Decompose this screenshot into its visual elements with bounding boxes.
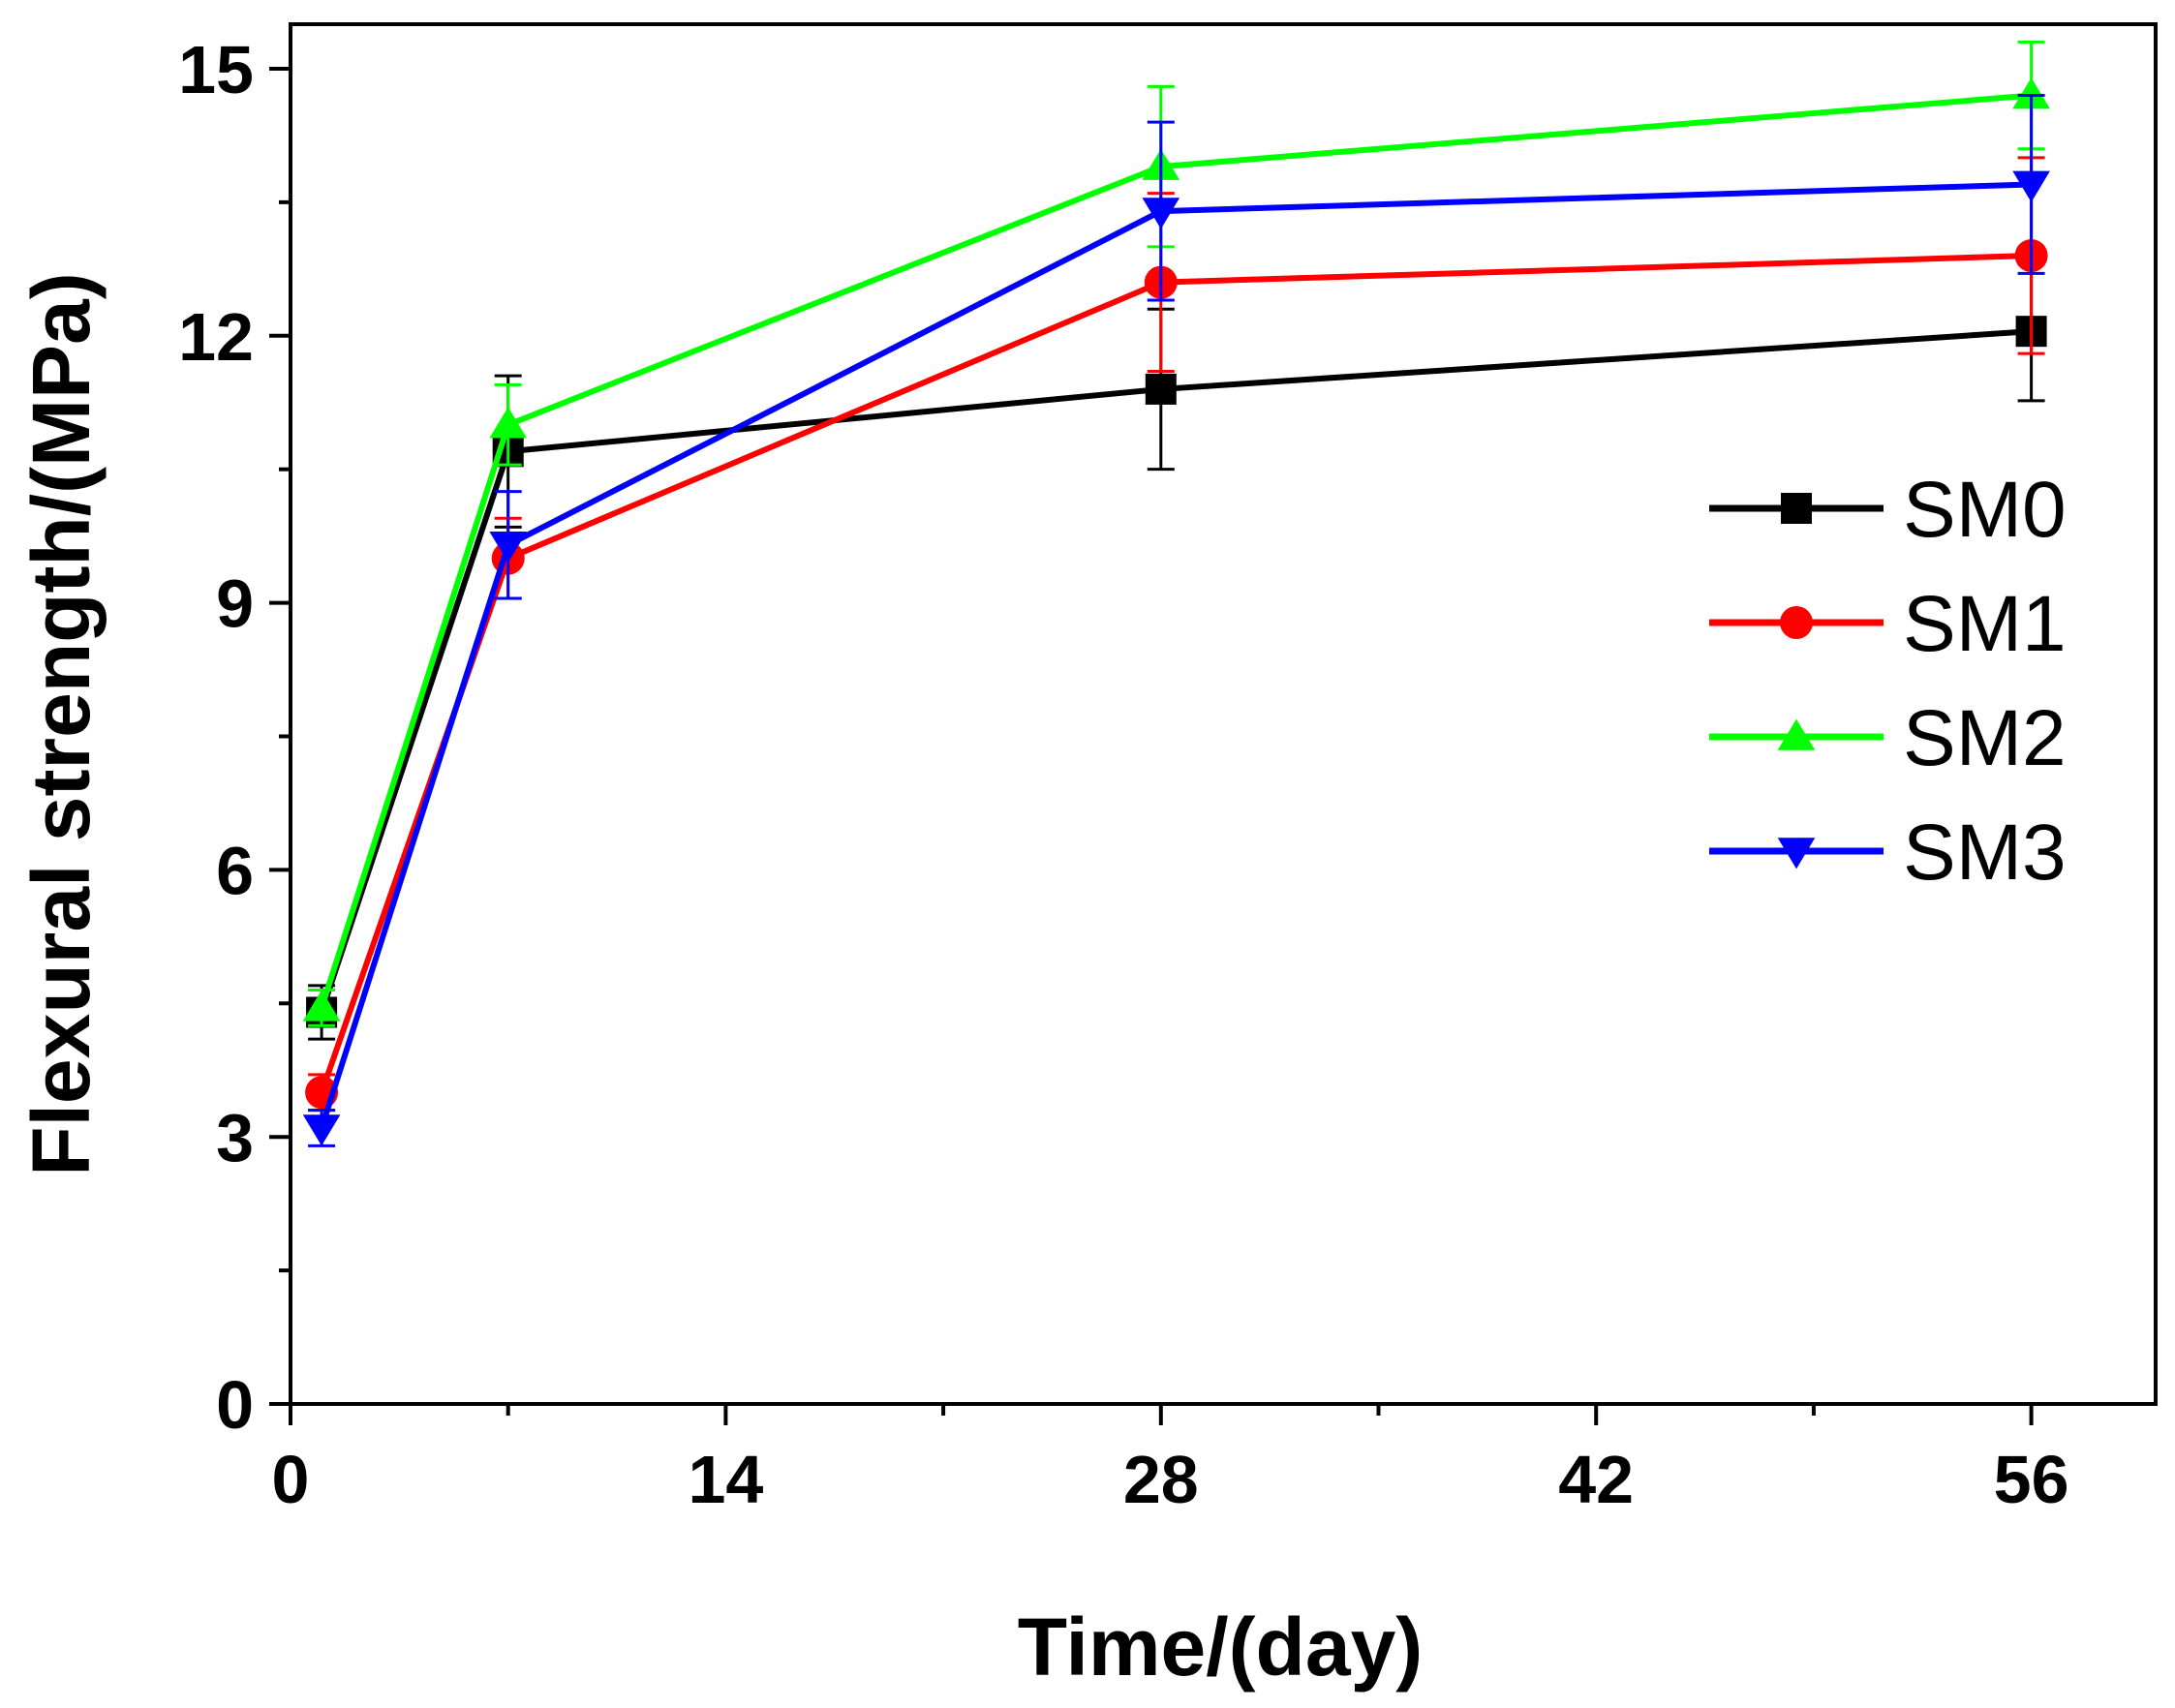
data-point <box>1142 198 1180 229</box>
y-tick-label: 12 <box>178 299 254 375</box>
series-sm0 <box>306 259 2047 1041</box>
data-point <box>302 990 341 1022</box>
series-layer <box>302 40 2050 1147</box>
data-point <box>302 1114 341 1146</box>
series-line <box>319 181 2032 1129</box>
legend-marker <box>1777 838 1816 869</box>
data-point <box>489 532 528 564</box>
legend-item-sm1: SM1 <box>1709 580 2067 668</box>
x-tick-label: 56 <box>1994 1442 2069 1517</box>
legend-item-sm0: SM0 <box>1709 466 2067 554</box>
legend-item-sm2: SM2 <box>1709 694 2067 782</box>
series-line <box>319 92 2032 1009</box>
legend: SM0 SM1 SM2 SM3 <box>1709 466 2067 897</box>
legend-label: SM3 <box>1903 808 2067 897</box>
x-tick-label: 42 <box>1558 1442 1634 1517</box>
legend-item-sm3: SM3 <box>1709 808 2067 897</box>
legend-label: SM1 <box>1903 580 2067 668</box>
y-tick-label: 0 <box>216 1367 254 1443</box>
x-tick-label: 14 <box>688 1442 763 1517</box>
y-tick-label: 3 <box>216 1100 254 1175</box>
y-tick-label: 15 <box>178 32 254 107</box>
series-line <box>319 253 2032 1094</box>
x-tick-label: 28 <box>1123 1442 1199 1517</box>
legend-label: SM2 <box>1903 694 2067 782</box>
data-point <box>2012 77 2050 109</box>
legend-marker <box>1781 493 1812 524</box>
data-point <box>2012 170 2050 202</box>
legend-marker <box>1780 606 1813 639</box>
y-axis-title: Flexural strength/(MPa) <box>15 272 107 1175</box>
legend-label: SM0 <box>1903 466 2067 554</box>
y-tick-label: 9 <box>216 566 254 642</box>
series-sm2 <box>302 40 2050 1027</box>
plot-frame <box>289 22 2158 1406</box>
series-line <box>319 328 2032 1014</box>
data-point <box>489 407 528 439</box>
x-axis-title: Time/(day) <box>1018 1601 1424 1693</box>
series-sm3 <box>302 94 2050 1147</box>
axes: 0 14 28 42 56 0 3 6 9 12 15 <box>178 22 2158 1517</box>
data-point <box>1145 373 1177 405</box>
y-tick-label: 6 <box>216 833 254 908</box>
legend-marker <box>1777 718 1816 750</box>
x-tick-label: 0 <box>272 1442 310 1517</box>
